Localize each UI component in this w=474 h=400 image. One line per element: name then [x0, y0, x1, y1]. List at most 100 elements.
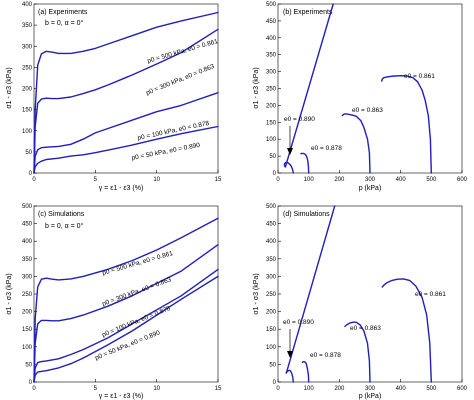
- panel-c-label-500: p0 = 500 kPa, e0 = 0.861: [102, 250, 174, 277]
- panel-d-label-0861: e0 = 0.861: [415, 291, 446, 298]
- panel-c-xlabel: γ = ε1 - ε3 (%): [99, 393, 144, 400]
- series-line: [300, 152, 310, 174]
- panel-c-title: (c) Simulations: [38, 211, 85, 218]
- y-tick-label: 500: [266, 204, 277, 210]
- x-tick-label: 15: [215, 386, 222, 392]
- y-tick-label: 200: [266, 103, 277, 109]
- panel-a-label-500: p0 = 500 kPa, e0 = 0.861: [147, 38, 219, 65]
- y-tick-label: 400: [266, 239, 277, 245]
- panel-d-chart: (d) Simulations 0 100 200 300 400 500 600 0 50 10…: [253, 204, 468, 400]
- x-tick-label: 0: [276, 177, 280, 183]
- y-tick-label: 100: [266, 137, 277, 143]
- panel-c-subtitle: b = 0, α = 0°: [45, 222, 84, 230]
- y-tick-label: 100: [266, 345, 277, 351]
- x-tick-label: 200: [334, 177, 345, 183]
- y-tick-label: 150: [266, 120, 277, 126]
- y-tick-label: 400: [22, 2, 33, 8]
- series-line: [33, 217, 219, 383]
- y-tick-label: 50: [269, 154, 276, 160]
- panel-d-ylabel: σ1 - σ3 (kPa): [253, 273, 260, 314]
- series-line: [381, 75, 432, 174]
- x-tick-label: 10: [153, 386, 160, 392]
- y-tick-label: 250: [266, 87, 277, 93]
- y-tick-label: 100: [22, 129, 33, 135]
- x-tick-label: 300: [365, 177, 376, 183]
- panel-a-label-50: p0 = 50 kPa, e0 = 0.890: [131, 142, 201, 162]
- y-tick-label: 450: [266, 19, 277, 25]
- y-tick-label: 100: [22, 345, 33, 351]
- y-tick-label: 50: [269, 362, 276, 368]
- panel-b-ticks: 0 100 200 300 400 500 600 0 50 100 150 200 250 300 350…: [266, 2, 468, 183]
- y-tick-label: 450: [266, 222, 277, 228]
- panel-d-arrowhead: [287, 351, 293, 358]
- series-line: [344, 321, 371, 383]
- panel-b-arrowhead: [287, 148, 293, 155]
- y-tick-label: 0: [273, 380, 277, 386]
- y-tick-label: 500: [266, 2, 277, 8]
- x-tick-label: 200: [334, 386, 345, 392]
- panel-a-label-300: p0 = 300 kPa, e0 = 0.863: [145, 63, 216, 97]
- y-tick-label: 350: [22, 23, 33, 29]
- y-tick-label: 150: [22, 327, 33, 333]
- panel-d-label-0863: e0 = 0.863: [350, 325, 381, 332]
- series-line: [33, 28, 219, 174]
- x-tick-label: 500: [426, 177, 437, 183]
- y-tick-label: 200: [22, 87, 33, 93]
- x-tick-label: 300: [365, 386, 376, 392]
- y-tick-label: 0: [273, 171, 277, 177]
- y-tick-label: 200: [22, 310, 33, 316]
- y-tick-label: 50: [25, 362, 32, 368]
- x-tick-label: 400: [396, 177, 407, 183]
- x-tick-label: 500: [426, 386, 437, 392]
- panel-b-label-0878: e0 = 0.878: [311, 145, 342, 152]
- y-tick-label: 300: [22, 274, 33, 280]
- panel-d-label-0878: e0 = 0.878: [310, 352, 341, 359]
- y-tick-label: 350: [266, 53, 277, 59]
- panel-b-chart: (b) Experiments 0 100 200 300 400 500 600 0 50 10…: [253, 2, 468, 192]
- panel-d-title: (d) Simulations: [283, 211, 330, 218]
- panel-d-ticks: 0 100 200 300 400 500 600 0 50 100 150 200 250 300 350…: [266, 204, 468, 392]
- y-tick-label: 450: [22, 222, 33, 228]
- series-line: [285, 369, 294, 383]
- x-tick-label: 400: [396, 386, 407, 392]
- series-line: [284, 3, 334, 168]
- panel-b-label-0890: e0 = 0.890: [284, 116, 315, 123]
- panel-b-xlabel: p (kPa): [359, 185, 382, 192]
- panel-d-xlabel: p (kPa): [359, 393, 382, 400]
- y-tick-label: 400: [22, 239, 33, 245]
- panel-c-label-300: p0 = 300 kPa, e0 = 0.863: [101, 276, 172, 308]
- y-tick-label: 300: [266, 70, 277, 76]
- x-tick-label: 100: [304, 177, 315, 183]
- panel-b-ylabel: σ1 - σ3 (kPa): [253, 67, 260, 108]
- panel-b-frame: [277, 3, 463, 174]
- series-line: [381, 278, 432, 383]
- x-tick-label: 0: [32, 177, 36, 183]
- y-tick-label: 250: [22, 292, 33, 298]
- panel-a-chart: (a) Experiments b = 0, α = 0° 0 5 10 150501…: [6, 2, 222, 192]
- y-tick-label: 350: [22, 257, 33, 263]
- panel-a-xlabel: γ = ε1 - ε3 (%): [99, 185, 144, 192]
- panel-a-label-100: p0 = 100 kPa, e0 = 0.878: [137, 120, 210, 142]
- series-line: [33, 11, 219, 174]
- panel-a-ylabel: σ1 - σ3 (kPa): [6, 67, 13, 108]
- panel-c-ylabel: σ1 - σ3 (kPa): [6, 273, 13, 314]
- x-tick-label: 100: [304, 386, 315, 392]
- y-tick-label: 250: [22, 65, 33, 71]
- panel-d-label-0890: e0 = 0.890: [283, 319, 314, 326]
- panel-d-curves: [285, 205, 432, 383]
- panel-b-label-0863: e0 = 0.863: [352, 107, 383, 114]
- panel-a-title: (a) Experiments: [38, 9, 88, 16]
- series-line: [301, 360, 310, 383]
- y-tick-label: 0: [29, 380, 33, 386]
- y-tick-label: 150: [266, 327, 277, 333]
- y-tick-label: 0: [29, 171, 33, 177]
- y-tick-label: 250: [266, 292, 277, 298]
- y-tick-label: 350: [266, 257, 277, 263]
- series-line: [33, 244, 219, 383]
- x-tick-label: 5: [94, 386, 98, 392]
- series-line: [33, 268, 219, 383]
- x-tick-label: 600: [457, 177, 468, 183]
